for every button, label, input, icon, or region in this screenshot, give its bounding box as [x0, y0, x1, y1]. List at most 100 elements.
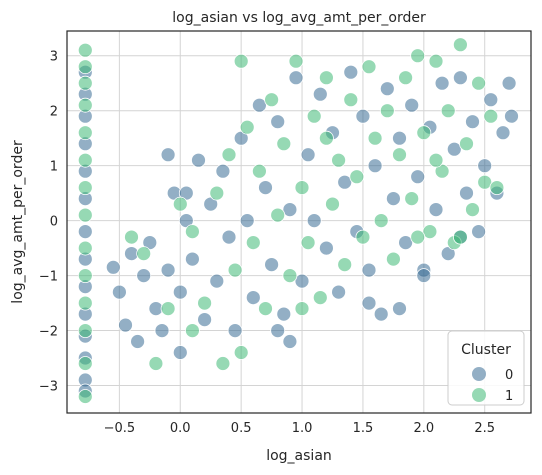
chart-title: log_asian vs log_avg_amt_per_order [172, 10, 426, 26]
scatter-point-cluster-1 [428, 152, 444, 168]
scatter-point-cluster-0 [221, 229, 237, 245]
legend-marker-cluster-0 [472, 367, 486, 381]
scatter-point-cluster-1 [136, 246, 152, 262]
scatter-point-cluster-1 [477, 174, 493, 190]
scatter-point-cluster-1 [392, 147, 407, 163]
scatter-point-cluster-0 [504, 108, 519, 124]
scatter-point-cluster-0 [300, 147, 316, 163]
y-tick-label: 2 [50, 105, 58, 120]
scatter-point-cluster-1 [77, 152, 93, 168]
y-tick-label: −1 [39, 270, 58, 285]
scatter-point-cluster-0 [495, 125, 511, 141]
scatter-point-cluster-1 [373, 213, 389, 229]
scatter-point-cluster-1 [300, 235, 316, 251]
scatter-point-cluster-1 [343, 92, 359, 108]
scatter-point-cluster-0 [392, 301, 407, 317]
y-tick-label: −2 [39, 325, 58, 340]
scatter-point-cluster-0 [112, 284, 127, 300]
scatter-point-cluster-1 [197, 295, 213, 311]
scatter-point-cluster-1 [404, 191, 420, 207]
legend-box [447, 330, 525, 406]
scatter-point-cluster-1 [148, 356, 164, 371]
scatter-point-cluster-0 [191, 152, 206, 168]
scatter-point-cluster-1 [239, 119, 255, 135]
y-axis-ticks: −3 −2 −1 0 1 2 3 [39, 50, 58, 395]
y-tick-label: −3 [39, 380, 58, 395]
scatter-point-cluster-1 [77, 240, 93, 256]
scatter-point-cluster-0 [264, 257, 280, 273]
scatter-point-cluster-0 [392, 130, 407, 146]
x-tick-label: 2.0 [413, 421, 434, 436]
scatter-point-cluster-1 [209, 185, 225, 201]
scatter-point-cluster-1 [385, 251, 401, 267]
scatter-point-cluster-0 [197, 312, 213, 328]
scatter-point-cluster-1 [489, 180, 505, 196]
scatter-point-cluster-0 [270, 114, 286, 130]
scatter-point-cluster-0 [251, 97, 267, 113]
scatter-point-cluster-0 [160, 262, 176, 278]
scatter-point-cluster-0 [398, 235, 414, 251]
scatter-point-cluster-1 [77, 59, 93, 75]
scatter-point-cluster-1 [221, 147, 237, 163]
scatter-point-cluster-0 [404, 97, 420, 113]
scatter-point-cluster-1 [77, 125, 93, 141]
scatter-point-cluster-0 [361, 295, 377, 311]
x-tick-label: 1.5 [353, 421, 374, 436]
scatter-point-cluster-1 [77, 97, 93, 113]
scatter-point-cluster-1 [215, 356, 231, 371]
scatter-point-cluster-0 [184, 251, 200, 267]
scatter-point-cluster-0 [373, 306, 389, 322]
scatter-point-cluster-0 [245, 290, 261, 306]
scatter-point-cluster-1 [459, 136, 474, 152]
scatter-point-cluster-1 [318, 70, 334, 86]
scatter-point-cluster-0 [318, 240, 334, 256]
x-tick-label: 1.0 [292, 421, 313, 436]
scatter-point-cluster-0 [355, 108, 371, 124]
scatter-point-cluster-1 [471, 75, 487, 91]
scatter-point-cluster-1 [416, 125, 432, 141]
scatter-point-cluster-1 [361, 59, 377, 75]
scatter-point-cluster-0 [452, 70, 468, 86]
y-tick-label: 3 [50, 50, 58, 65]
scatter-point-cluster-1 [270, 207, 286, 223]
scatter-point-cluster-0 [446, 141, 462, 157]
scatter-point-cluster-0 [410, 169, 426, 185]
scatter-point-cluster-0 [477, 158, 493, 174]
scatter-point-cluster-1 [227, 262, 243, 278]
scatter-point-cluster-0 [367, 158, 383, 174]
scatter-points [77, 37, 519, 404]
scatter-point-cluster-0 [136, 268, 152, 284]
scatter-point-cluster-1 [318, 130, 334, 146]
scatter-point-cluster-0 [270, 323, 286, 339]
scatter-point-cluster-0 [337, 174, 353, 190]
scatter-point-cluster-0 [379, 81, 395, 97]
scatter-point-cluster-0 [306, 213, 322, 229]
scatter-point-cluster-0 [428, 202, 444, 218]
scatter-point-cluster-1 [483, 108, 499, 124]
legend-label-cluster-0: 0 [505, 368, 513, 383]
scatter-point-cluster-1 [410, 229, 426, 245]
scatter-point-cluster-1 [367, 130, 383, 146]
scatter-point-cluster-0 [154, 323, 170, 339]
x-tick-label: 0.0 [170, 421, 191, 436]
legend: Cluster 0 1 [447, 330, 525, 406]
scatter-point-cluster-1 [264, 92, 280, 108]
scatter-point-cluster-0 [172, 345, 188, 360]
scatter-point-cluster-1 [452, 229, 468, 245]
legend-label-cluster-1: 1 [505, 389, 513, 404]
scatter-point-cluster-0 [465, 114, 480, 130]
scatter-point-cluster-0 [331, 284, 347, 300]
x-tick-label: 0.5 [231, 421, 252, 436]
scatter-point-cluster-1 [331, 152, 347, 168]
scatter-point-cluster-1 [337, 257, 353, 273]
x-axis-ticks: −0.5 0.0 0.5 1.0 1.5 2.0 2.5 [104, 421, 495, 436]
scatter-point-cluster-1 [77, 207, 93, 223]
scatter-point-cluster-0 [130, 334, 146, 349]
scatter-point-cluster-1 [77, 323, 93, 339]
scatter-point-cluster-1 [349, 169, 365, 185]
scatter-point-cluster-1 [379, 103, 395, 119]
scatter-point-cluster-1 [160, 301, 176, 317]
scatter-point-cluster-1 [77, 295, 93, 311]
scatter-point-cluster-0 [276, 306, 292, 322]
